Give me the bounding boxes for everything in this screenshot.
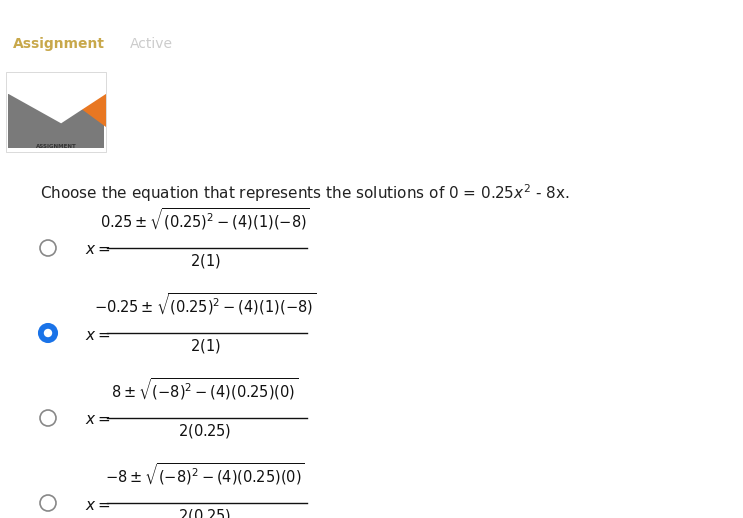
- Circle shape: [40, 410, 56, 426]
- Polygon shape: [8, 94, 106, 123]
- Text: $2(1)$: $2(1)$: [189, 252, 221, 270]
- Text: Active: Active: [130, 37, 173, 51]
- Text: $2(0.25)$: $2(0.25)$: [178, 507, 232, 518]
- Text: Substitute values in the quadratic formula.: Substitute values in the quadratic formu…: [115, 100, 625, 120]
- Text: $2(1)$: $2(1)$: [189, 337, 221, 355]
- Circle shape: [45, 329, 51, 337]
- Text: $x =$: $x =$: [85, 327, 111, 342]
- FancyBboxPatch shape: [8, 94, 104, 148]
- Text: ASSIGNMENT: ASSIGNMENT: [36, 144, 77, 149]
- Text: $2(0.25)$: $2(0.25)$: [178, 422, 232, 440]
- Text: $x =$: $x =$: [85, 497, 111, 512]
- Text: $x =$: $x =$: [85, 412, 111, 427]
- FancyBboxPatch shape: [6, 71, 106, 152]
- Text: $0.25 \pm \sqrt{(0.25)^2-(4)(1)(-8)}$: $0.25 \pm \sqrt{(0.25)^2-(4)(1)(-8)}$: [100, 207, 310, 232]
- Circle shape: [40, 495, 56, 511]
- Text: $8 \pm \sqrt{(-8)^2-(4)(0.25)(0)}$: $8 \pm \sqrt{(-8)^2-(4)(0.25)(0)}$: [111, 377, 299, 402]
- Circle shape: [39, 324, 57, 342]
- Circle shape: [40, 240, 56, 256]
- Text: $x =$: $x =$: [85, 242, 111, 257]
- Text: $-0.25 \pm \sqrt{(0.25)^2-(4)(1)(-8)}$: $-0.25 \pm \sqrt{(0.25)^2-(4)(1)(-8)}$: [94, 292, 316, 317]
- Text: $-8 \pm \sqrt{(-8)^2-(4)(0.25)(0)}$: $-8 \pm \sqrt{(-8)^2-(4)(0.25)(0)}$: [106, 462, 305, 487]
- Text: Assignment: Assignment: [13, 37, 106, 51]
- Polygon shape: [61, 94, 106, 127]
- Text: The Quadratic Formula: The Quadratic Formula: [13, 14, 282, 34]
- Text: Choose the equation that represents the solutions of 0 = 0.25$x^{2}$ - 8x.: Choose the equation that represents the …: [40, 182, 570, 204]
